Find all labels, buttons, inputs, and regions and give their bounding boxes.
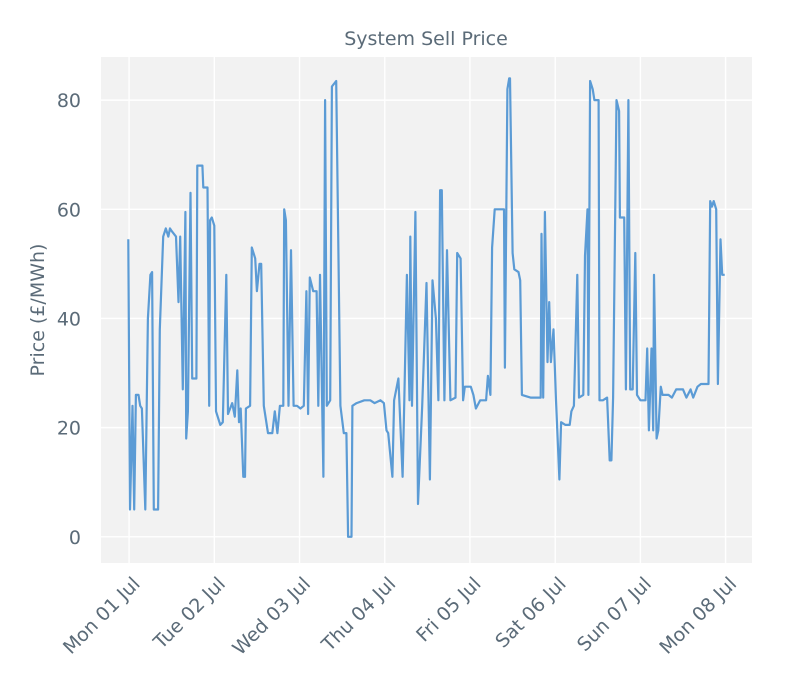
x-tick-label: Mon 01 Jul	[59, 573, 145, 659]
series-line	[127, 77, 725, 538]
y-tick-label: 0	[69, 527, 81, 549]
y-tick-label: 60	[57, 199, 81, 221]
x-tick-label: Sun 07 Jul	[573, 573, 656, 656]
x-tick-label: Thu 04 Jul	[317, 573, 400, 656]
x-tick-label: Fri 05 Jul	[412, 573, 485, 646]
y-axis-label: Price (£/MWh)	[27, 244, 49, 377]
x-tick-label: Sat 06 Jul	[491, 573, 570, 652]
y-tick-label: 80	[57, 90, 81, 112]
x-tick-label: Mon 08 Jul	[655, 573, 741, 659]
chart-title: System Sell Price	[344, 28, 508, 50]
x-tick-label: Tue 02 Jul	[149, 573, 230, 654]
y-tick-label: 20	[57, 418, 81, 440]
y-tick-label: 40	[57, 308, 81, 330]
x-tick-label: Wed 03 Jul	[228, 573, 315, 660]
